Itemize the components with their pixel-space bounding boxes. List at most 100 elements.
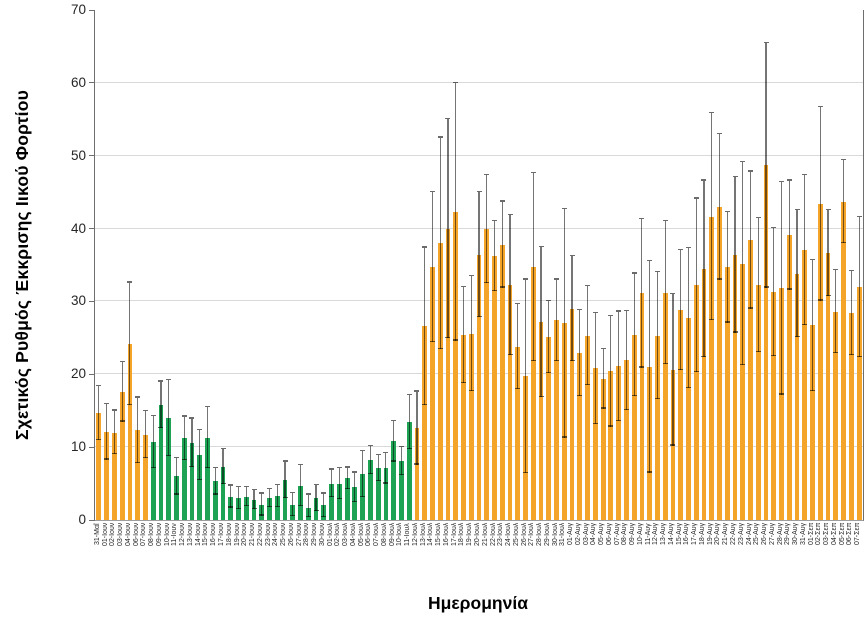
error-bar-cap-top <box>577 308 583 311</box>
error-bar-cap-top <box>104 402 110 405</box>
error-bar-line <box>633 273 635 397</box>
error-bar-line <box>455 82 457 341</box>
error-bar-cap-bottom <box>383 482 389 484</box>
bar <box>499 244 505 520</box>
error-bar-cap-bottom <box>142 456 148 459</box>
error-bar-cap-bottom <box>608 425 614 427</box>
error-bar-cap-top <box>189 417 195 419</box>
bar <box>748 240 753 520</box>
error-bar-line <box>276 485 278 507</box>
error-bar-cap-top <box>585 284 591 287</box>
bar <box>701 268 707 520</box>
error-bar-cap-top <box>709 112 715 114</box>
error-bar-cap-top <box>678 249 684 251</box>
bar <box>802 250 808 520</box>
error-bar-line <box>579 310 581 397</box>
error-bar-cap-top <box>670 292 676 295</box>
error-bar-line <box>711 113 713 321</box>
bar <box>585 335 590 520</box>
y-tick-label: 30 <box>70 293 86 309</box>
error-bar-line <box>315 485 317 512</box>
bar <box>383 468 389 520</box>
error-bar-cap-bottom <box>693 370 699 373</box>
error-bar-cap-bottom <box>724 321 730 323</box>
bar <box>282 479 288 520</box>
error-bar-cap-top <box>523 278 529 280</box>
error-bar-cap-top <box>530 171 536 174</box>
error-bar-line <box>827 210 829 297</box>
error-bar-line <box>183 416 185 461</box>
error-bar-cap-bottom <box>507 354 513 356</box>
error-bar-cap-bottom <box>623 408 629 410</box>
error-bar-line <box>540 246 542 397</box>
error-bar-line <box>462 286 465 384</box>
error-bar-cap-top <box>748 170 753 172</box>
bar <box>468 333 474 520</box>
bar <box>724 267 730 520</box>
error-bar-cap-bottom <box>398 473 404 475</box>
bar <box>530 267 536 520</box>
error-bar-cap-bottom <box>181 458 187 461</box>
error-bar-line <box>625 310 627 410</box>
error-bar-cap-bottom <box>794 335 800 338</box>
bar <box>546 337 552 520</box>
error-bar-line <box>563 208 565 438</box>
error-bar-cap-top <box>173 456 179 459</box>
error-bar-cap-bottom <box>662 362 668 365</box>
y-axis-tick <box>89 82 95 84</box>
error-bar-cap-bottom <box>670 444 676 446</box>
error-bar-cap-top <box>817 105 823 107</box>
error-bar-cap-top <box>352 471 358 473</box>
error-bar-line <box>656 272 658 400</box>
error-bar-line <box>152 415 154 469</box>
y-tick-label: 10 <box>70 439 86 455</box>
bar <box>96 412 102 520</box>
error-bar-cap-top <box>771 226 777 228</box>
bar <box>763 165 769 520</box>
error-bar-cap-bottom <box>158 426 164 429</box>
error-bar-cap-top <box>150 414 156 416</box>
error-bar-cap-top <box>623 309 629 311</box>
y-tick-label: 20 <box>70 366 86 382</box>
error-bar-cap-top <box>484 174 490 176</box>
error-bar-cap-top <box>856 215 862 217</box>
error-bar-line <box>98 385 100 440</box>
error-bar-cap-bottom <box>360 496 366 498</box>
error-bar-cap-top <box>546 300 552 302</box>
error-bar-line <box>447 119 449 338</box>
error-bar-line <box>734 176 736 333</box>
error-bar-line <box>416 391 418 465</box>
error-bar-line <box>113 410 115 455</box>
error-bar-cap-bottom <box>654 397 660 400</box>
error-bar-cap-bottom <box>228 506 234 508</box>
bar <box>189 442 195 520</box>
x-axis-tick-labels: 31-Μαΐ 01-Ιουν 02-Ιουν 03-Ιουν 04-Ιουν 06-Ιου… <box>94 523 862 587</box>
error-bar-cap-top <box>825 209 831 211</box>
error-bar-line <box>742 162 744 365</box>
bar <box>678 310 684 520</box>
bar <box>445 228 451 520</box>
error-bar-cap-top <box>616 310 622 312</box>
error-bar-line <box>532 173 534 362</box>
error-bar-cap-top <box>740 160 746 163</box>
error-bar-cap-bottom <box>810 389 816 392</box>
error-bar-line <box>571 256 573 362</box>
error-bar-cap-top <box>282 460 288 462</box>
error-bar-line <box>524 279 527 474</box>
error-bar-cap-bottom <box>406 448 412 450</box>
error-bar-cap-top <box>212 466 218 469</box>
error-bar-line <box>245 487 247 507</box>
error-bar-cap-bottom <box>243 504 249 507</box>
error-bar-line <box>850 270 852 356</box>
error-bar-line <box>587 286 589 386</box>
error-bar-line <box>780 181 783 395</box>
bar <box>577 353 583 520</box>
error-bar-cap-bottom <box>414 463 420 465</box>
error-bar-line <box>299 465 302 507</box>
error-bar-cap-top <box>763 41 769 43</box>
error-bar-cap-top <box>507 214 513 216</box>
error-bar-line <box>695 198 697 373</box>
bar <box>616 366 622 520</box>
error-bar-cap-top <box>515 303 521 305</box>
